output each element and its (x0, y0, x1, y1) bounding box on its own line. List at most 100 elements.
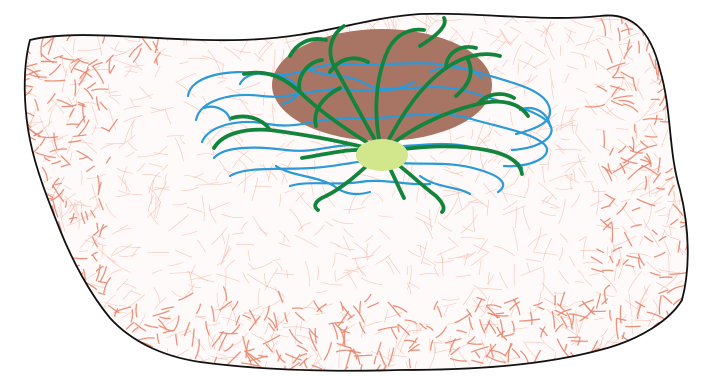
fiber (525, 341, 545, 344)
fiber (39, 137, 46, 147)
fiber (43, 275, 50, 300)
fiber (124, 67, 132, 78)
fiber (169, 360, 176, 371)
fiber (26, 63, 38, 68)
fiber (303, 306, 315, 309)
fiber (28, 73, 47, 78)
fiber (235, 315, 241, 326)
fiber (251, 113, 263, 116)
fiber (325, 13, 348, 23)
fiber (98, 197, 104, 211)
fiber (91, 88, 109, 92)
fiber (74, 79, 77, 96)
fiber (683, 183, 688, 191)
fiber (501, 192, 527, 198)
fiber (80, 337, 90, 361)
fiber (667, 191, 676, 217)
fiber (91, 354, 102, 369)
fiber (242, 24, 269, 28)
fiber (52, 137, 63, 142)
fiber (611, 62, 630, 71)
fiber (179, 61, 189, 64)
fiber (101, 35, 106, 44)
fiber (7, 158, 17, 167)
fiber (626, 39, 631, 51)
fiber (60, 164, 69, 168)
fiber (563, 26, 576, 33)
fiber (26, 61, 41, 78)
fiber (652, 172, 661, 184)
fiber (272, 258, 281, 261)
fiber (105, 90, 118, 93)
fiber (20, 247, 22, 260)
fiber (600, 18, 607, 37)
fiber (580, 250, 601, 252)
fiber (144, 324, 159, 329)
fiber (35, 226, 47, 230)
fiber (167, 135, 185, 137)
fiber (384, 309, 388, 323)
fiber (504, 357, 519, 363)
fiber (160, 364, 171, 371)
fiber (633, 352, 650, 361)
fiber (107, 304, 120, 314)
fiber (31, 28, 39, 38)
fiber (686, 216, 688, 221)
fiber (219, 300, 233, 311)
fiber (356, 354, 361, 365)
fiber (137, 372, 142, 376)
fiber (595, 61, 611, 74)
fiber (676, 154, 680, 167)
fiber (248, 316, 261, 331)
fiber (636, 305, 642, 320)
fiber (359, 321, 366, 334)
fiber (196, 153, 215, 156)
fiber (79, 69, 90, 79)
fiber (91, 283, 106, 288)
fiber (632, 266, 636, 275)
fiber (539, 211, 557, 217)
fiber (122, 289, 133, 300)
fiber (67, 356, 84, 367)
fiber (546, 193, 554, 204)
fiber (118, 135, 136, 149)
fiber (24, 289, 30, 300)
fiber (37, 23, 53, 31)
fiber (604, 217, 611, 223)
fiber (663, 229, 670, 237)
fiber (44, 207, 51, 233)
fiber (450, 347, 460, 356)
fiber (96, 175, 100, 192)
fiber (566, 65, 579, 70)
fiber (306, 170, 314, 197)
fiber (569, 256, 576, 267)
fiber (268, 322, 275, 332)
fiber (564, 174, 580, 184)
fiber (513, 263, 516, 286)
fiber (96, 245, 117, 263)
fiber (154, 297, 167, 310)
fiber (603, 130, 606, 148)
fiber (175, 81, 196, 98)
fiber (581, 300, 594, 314)
fiber (123, 283, 137, 289)
fiber (65, 276, 78, 283)
fiber (343, 228, 355, 238)
fiber (24, 80, 34, 88)
fiber (297, 191, 314, 211)
fiber (75, 304, 86, 324)
fiber (247, 273, 269, 287)
fiber (479, 260, 482, 276)
fiber (603, 13, 607, 15)
fiber (388, 256, 401, 275)
fiber (24, 16, 33, 27)
fiber (374, 331, 384, 335)
fiber (153, 52, 161, 64)
fiber (69, 216, 78, 220)
fiber (634, 319, 656, 322)
fiber (161, 164, 169, 172)
fiber (646, 261, 662, 274)
fiber (354, 258, 364, 276)
fiber (28, 314, 45, 321)
fiber (554, 143, 565, 152)
